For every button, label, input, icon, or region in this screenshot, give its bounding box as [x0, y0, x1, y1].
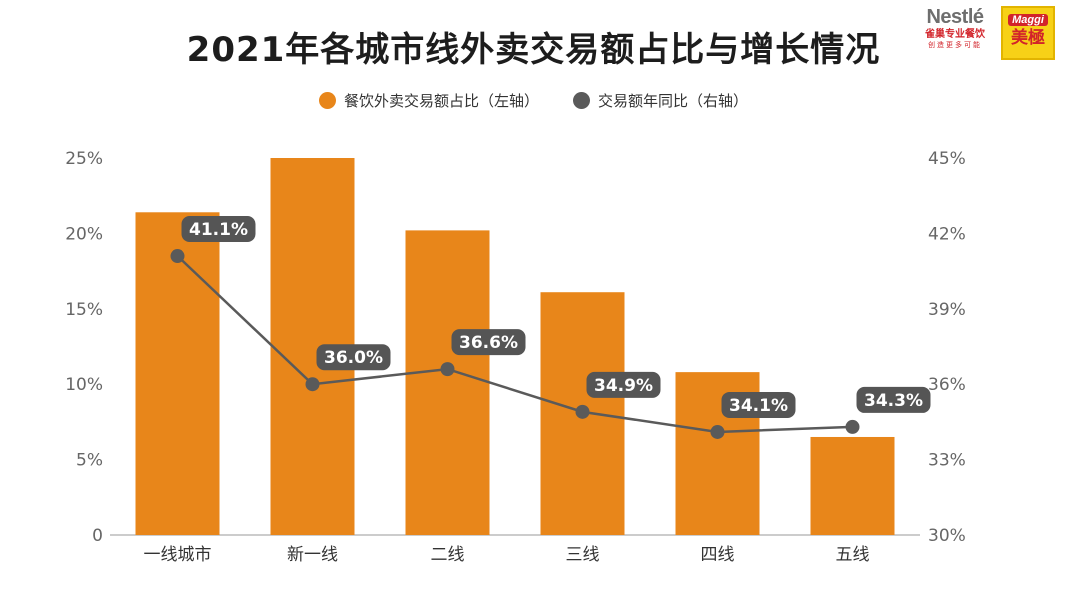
line-point — [575, 404, 590, 419]
left-axis-tick: 0 — [92, 526, 103, 546]
line-point — [710, 424, 725, 439]
brand-logos: Nestlé 雀巢专业餐饮 创造更多可能 Maggi 美極 — [915, 6, 1055, 60]
right-axis-tick: 36% — [928, 375, 966, 395]
maggi-logo-en: Maggi — [1008, 14, 1048, 26]
series-line — [176, 255, 853, 434]
x-axis-tick: 新一线 — [287, 545, 338, 565]
nestle-logo-name: Nestlé — [926, 6, 984, 28]
nestle-logo-sub: 雀巢专业餐饮 — [925, 29, 985, 40]
maggi-logo-cn: 美極 — [1011, 28, 1045, 48]
legend: 餐饮外卖交易额占比（左轴） 交易额年同比（右轴） — [0, 90, 1067, 111]
data-label: 34.3% — [864, 391, 923, 411]
data-label: 34.1% — [729, 396, 788, 416]
data-label-box — [586, 371, 661, 398]
line-point — [440, 362, 455, 377]
data-label-box — [451, 329, 526, 356]
x-axis-tick: 二线 — [431, 545, 465, 565]
data-label-box — [316, 344, 391, 371]
right-axis-tick: 39% — [928, 300, 966, 320]
left-axis-tick: 25% — [65, 149, 103, 169]
legend-item-bar: 餐饮外卖交易额占比（左轴） — [318, 90, 539, 111]
line-point — [845, 419, 860, 434]
x-axis-tick: 三线 — [566, 545, 600, 565]
line-point — [305, 377, 320, 392]
right-axis-tick: 33% — [928, 451, 966, 471]
left-axis-tick: 15% — [65, 300, 103, 320]
legend-line-swatch — [573, 92, 590, 109]
left-axis-tick: 5% — [76, 451, 103, 471]
legend-line-label: 交易额年同比（右轴） — [598, 92, 749, 110]
data-label: 34.9% — [594, 376, 653, 396]
data-label: 36.0% — [324, 348, 383, 368]
legend-bar-swatch — [318, 92, 336, 109]
legend-bar-label: 餐饮外卖交易额占比（左轴） — [343, 92, 539, 110]
chart-title: 2021年各城市线外卖交易额占比与增长情况 — [186, 30, 881, 70]
left-axis-tick: 20% — [65, 224, 103, 244]
nestle-logo: Nestlé 雀巢专业餐饮 创造更多可能 — [915, 6, 995, 60]
line-point — [170, 249, 185, 264]
data-label-box — [721, 391, 796, 418]
right-axis-tick: 30% — [928, 526, 966, 546]
data-label: 41.1% — [189, 220, 248, 240]
data-label-box — [856, 386, 931, 413]
data-label: 36.6% — [459, 333, 518, 353]
right-axis-tick: 42% — [928, 224, 966, 244]
x-axis-tick: 一线城市 — [144, 545, 212, 565]
x-axis-tick: 五线 — [836, 545, 870, 565]
legend-item-line: 交易额年同比（右轴） — [573, 90, 748, 111]
left-axis-tick: 10% — [65, 375, 103, 395]
x-axis-tick: 四线 — [701, 545, 735, 565]
bar — [405, 230, 490, 535]
right-axis-tick: 45% — [928, 149, 966, 169]
nestle-logo-slogan: 创造更多可能 — [928, 41, 982, 49]
data-label-box — [181, 216, 256, 243]
maggi-logo: Maggi 美極 — [1001, 6, 1055, 60]
bar — [135, 212, 220, 535]
bar — [810, 436, 895, 535]
